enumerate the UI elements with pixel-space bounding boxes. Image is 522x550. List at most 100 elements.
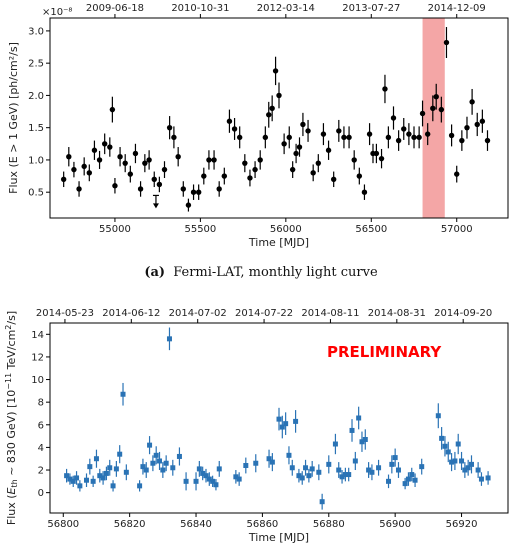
- x-tick-label: 56840: [180, 519, 212, 530]
- x-tick-label: 56820: [114, 519, 146, 530]
- data-point: [303, 465, 309, 471]
- data-point: [430, 105, 436, 112]
- data-point: [84, 477, 90, 483]
- data-point: [352, 458, 358, 464]
- upper-limit-arrow: [152, 203, 159, 209]
- y-tick-label: 2.0: [28, 91, 44, 102]
- data-point: [293, 418, 299, 424]
- data-point: [203, 473, 209, 479]
- panel-a-data-points: [60, 39, 491, 209]
- data-point: [356, 173, 363, 179]
- data-point: [272, 68, 279, 74]
- data-point: [305, 128, 311, 134]
- data-point: [262, 134, 269, 141]
- data-point: [190, 189, 197, 195]
- data-point: [289, 166, 296, 173]
- top-date-tick-label: 2013-07-27: [342, 3, 400, 14]
- data-point: [112, 183, 118, 189]
- data-point: [341, 134, 347, 141]
- caption-label: (a): [144, 265, 165, 280]
- top-date-tick-label: 2014-08-31: [368, 308, 426, 319]
- data-point: [176, 453, 182, 459]
- panel-a-y-axis-label: Flux (E > 1 GeV) [ph/cm²/s]: [7, 42, 20, 194]
- x-tick-label: 57000: [441, 224, 473, 235]
- data-point: [269, 459, 275, 465]
- data-point: [107, 144, 113, 150]
- panel-a-fermi-lat: 55000 55500 56000 56500 57000 0.5 1.0 1.5 2.0 2.5…: [7, 3, 509, 249]
- data-point: [366, 131, 373, 137]
- data-point: [316, 469, 322, 475]
- y-tick-label: 2.5: [28, 59, 44, 70]
- y-tick-label: 0.5: [28, 188, 44, 199]
- data-point: [416, 134, 422, 141]
- data-point: [200, 470, 206, 476]
- y-tick-label: 10: [31, 375, 44, 386]
- data-point: [449, 459, 455, 465]
- data-point: [221, 173, 228, 179]
- data-point: [412, 477, 418, 483]
- data-point: [117, 154, 123, 160]
- data-point: [346, 472, 352, 478]
- panel-b-magic-tev: 56800 56820 56840 56860 56880 56900 56920 0 2 4 6 8…: [4, 308, 509, 544]
- data-point: [289, 465, 295, 471]
- data-point: [87, 464, 93, 470]
- data-point: [206, 157, 212, 163]
- panel-a-caption: (a) Fermi-LAT, monthly light curve: [144, 265, 378, 280]
- top-date-tick-label: 2014-07-22: [235, 308, 293, 319]
- data-point: [137, 186, 144, 192]
- data-point: [286, 452, 292, 458]
- data-point: [210, 478, 216, 484]
- data-point: [123, 469, 129, 475]
- top-date-tick-label: 2014-05-23: [36, 308, 94, 319]
- data-point: [150, 460, 156, 466]
- data-point: [336, 467, 342, 473]
- data-point: [185, 202, 192, 208]
- data-point: [76, 186, 82, 192]
- data-point: [438, 106, 445, 113]
- y-tick-label: 8: [38, 398, 44, 409]
- data-point: [97, 473, 103, 479]
- data-point: [96, 157, 103, 163]
- data-point: [110, 483, 116, 489]
- x-tick-label: 56500: [355, 224, 387, 235]
- data-point: [385, 134, 392, 141]
- data-point: [411, 134, 417, 141]
- data-point: [468, 461, 474, 467]
- data-point: [315, 160, 322, 166]
- panel-a-axes-frame: [49, 17, 509, 219]
- data-point: [359, 439, 365, 445]
- data-point: [253, 460, 259, 466]
- data-point: [296, 144, 303, 150]
- data-point: [406, 131, 412, 137]
- data-point: [326, 461, 332, 467]
- data-point: [231, 126, 238, 132]
- svg-text:(a) Fermi-LAT, monthly l: (a) Fermi-LAT, monthly light curve: [144, 265, 378, 280]
- data-point: [90, 478, 96, 484]
- data-point: [390, 115, 397, 121]
- y-tick-label: 14: [31, 330, 44, 341]
- data-point: [257, 157, 263, 163]
- data-point: [478, 476, 484, 482]
- data-point: [70, 478, 76, 484]
- y-tick-label: 2: [38, 466, 44, 477]
- data-point: [339, 474, 345, 480]
- data-point: [127, 171, 134, 177]
- data-point: [67, 476, 73, 482]
- data-point: [286, 134, 292, 141]
- data-point: [196, 466, 202, 472]
- data-point: [64, 473, 70, 479]
- data-point: [464, 124, 470, 131]
- data-point: [113, 466, 119, 472]
- data-point: [107, 465, 113, 471]
- y-tick-label: 12: [31, 352, 44, 363]
- x-tick-label: 56860: [246, 519, 278, 530]
- data-point: [161, 166, 168, 173]
- data-point: [283, 421, 289, 427]
- data-point: [195, 189, 202, 195]
- data-point: [216, 466, 222, 472]
- data-point: [395, 137, 402, 144]
- data-point: [395, 467, 401, 473]
- data-point: [361, 189, 368, 195]
- data-point: [279, 424, 285, 430]
